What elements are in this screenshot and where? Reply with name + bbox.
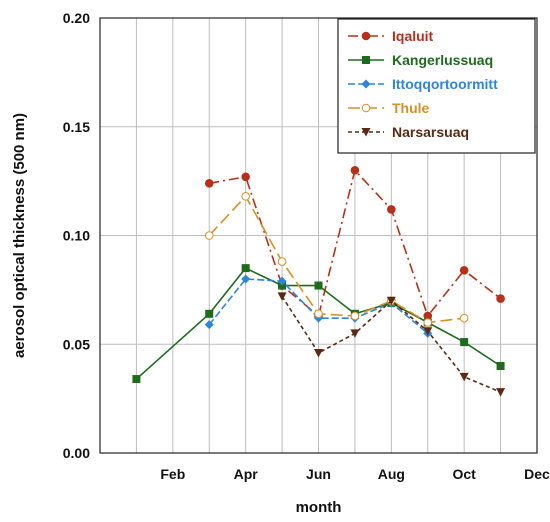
data-point <box>132 375 141 384</box>
data-point <box>496 388 506 397</box>
data-point <box>277 276 287 286</box>
legend-item: Iqaluit <box>348 28 434 44</box>
data-point <box>314 309 323 319</box>
data-point <box>350 329 360 338</box>
y-tick-label: 0.05 <box>63 336 90 352</box>
legend-label: Thule <box>392 100 430 116</box>
data-point <box>459 266 469 275</box>
data-point <box>205 309 214 318</box>
legend-box <box>337 18 536 154</box>
x-tick-label: Feb <box>160 466 185 482</box>
data-point <box>496 362 505 370</box>
plot-frame <box>99 17 538 454</box>
data-point <box>241 264 250 273</box>
legend-item: Thule <box>348 100 430 116</box>
data-point <box>496 294 505 303</box>
data-point <box>314 348 323 358</box>
x-tick-label: Dec <box>524 466 550 482</box>
series-line <box>208 195 465 324</box>
data-point <box>386 296 396 306</box>
data-point <box>459 313 469 323</box>
legend-marker <box>362 56 370 64</box>
data-point <box>277 257 287 266</box>
data-point <box>350 311 360 321</box>
legend-label: Ittoqqortoormitt <box>392 76 498 92</box>
data-point <box>387 205 396 214</box>
y-tick-label: 0.20 <box>63 10 90 26</box>
x-tick-label: Oct <box>452 466 476 482</box>
data-point <box>204 231 214 240</box>
data-point <box>314 281 323 290</box>
legend-item: Ittoqqortoormitt <box>348 76 498 92</box>
x-tick-label: Apr <box>234 466 259 482</box>
x-tick-label: Aug <box>378 466 405 482</box>
data-point <box>204 320 214 330</box>
legend-marker <box>361 103 371 113</box>
legend-label: Narsarsuaq <box>392 124 469 140</box>
data-point <box>350 165 360 175</box>
x-tick-labels: Feb Apr Jun Aug Oct Dec <box>160 466 550 482</box>
data-point <box>241 274 251 284</box>
y-tick-label: 0.00 <box>63 445 90 461</box>
legend-label: Iqaluit <box>392 28 434 44</box>
y-tick-labels: 0.00 0.05 0.10 0.15 0.20 <box>63 10 90 461</box>
series-narsarsuaq <box>277 292 506 397</box>
series-thule <box>204 192 469 327</box>
data-point <box>459 372 469 382</box>
data-point <box>423 327 433 336</box>
x-tick-label: Jun <box>306 466 331 482</box>
x-axis-title: month <box>296 499 342 516</box>
data-point <box>277 292 287 301</box>
legend: Iqaluit Kangerlussuaq Ittoqqortoormitt Thul… <box>337 18 536 154</box>
y-tick-label: 0.15 <box>63 119 90 135</box>
legend-marker <box>361 79 371 89</box>
series-line <box>135 267 502 380</box>
y-tick-label: 0.10 <box>63 228 90 244</box>
series-layer <box>132 165 506 397</box>
legend-marker <box>361 31 371 41</box>
legend-item: Narsarsuaq <box>348 124 469 140</box>
data-point <box>423 318 433 327</box>
data-point <box>460 338 469 347</box>
legend-marker <box>361 128 371 137</box>
legend-item: Kangerlussuaq <box>348 52 493 68</box>
data-point <box>241 172 250 182</box>
y-axis-title: aerosol optical thickness (500 nm) <box>11 113 28 358</box>
data-point <box>241 192 250 201</box>
data-point <box>204 179 214 188</box>
legend-label: Kangerlussuaq <box>392 52 493 68</box>
